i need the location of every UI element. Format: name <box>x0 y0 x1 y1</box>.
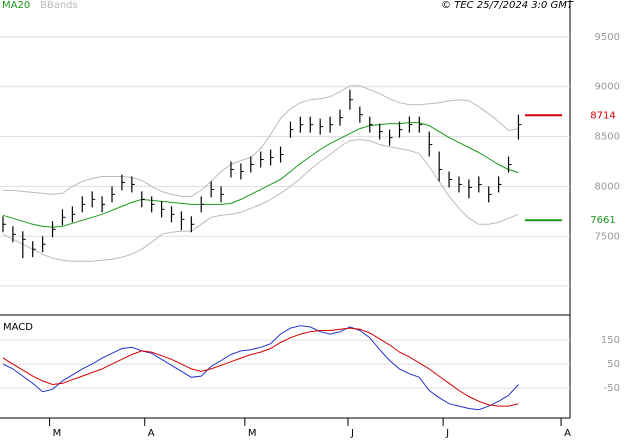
x-tick-label: M <box>53 428 62 439</box>
y-tick-label: 8500 <box>595 132 620 143</box>
y-tick-label: 7500 <box>595 231 620 242</box>
x-tick-label: J <box>445 428 449 439</box>
y-tick-label: 50 <box>607 359 620 370</box>
y-tick-label: 150 <box>601 335 620 346</box>
bband-upper <box>3 85 519 197</box>
x-tick-label: A <box>148 428 155 439</box>
level-label: 8714 <box>590 110 615 121</box>
y-tick-label: 9000 <box>595 82 620 93</box>
y-tick-label: 8000 <box>595 181 620 192</box>
legend-ma: MA20 <box>2 0 30 11</box>
legend-bbands: BBands <box>40 0 78 11</box>
macd-title: MACD <box>3 322 33 333</box>
x-tick-label: A <box>564 428 571 439</box>
x-tick-label: J <box>350 428 354 439</box>
bband-lower <box>2 139 519 262</box>
level-label: 7661 <box>590 215 615 226</box>
y-tick-label: -50 <box>604 383 620 394</box>
ma-line <box>2 122 519 228</box>
macd-line <box>2 325 519 411</box>
y-tick-label: 9500 <box>595 32 620 43</box>
source: © TEC 25/7/2024 3:0 GMT <box>441 0 574 11</box>
macd-line <box>2 327 519 407</box>
x-tick-label: M <box>248 428 257 439</box>
